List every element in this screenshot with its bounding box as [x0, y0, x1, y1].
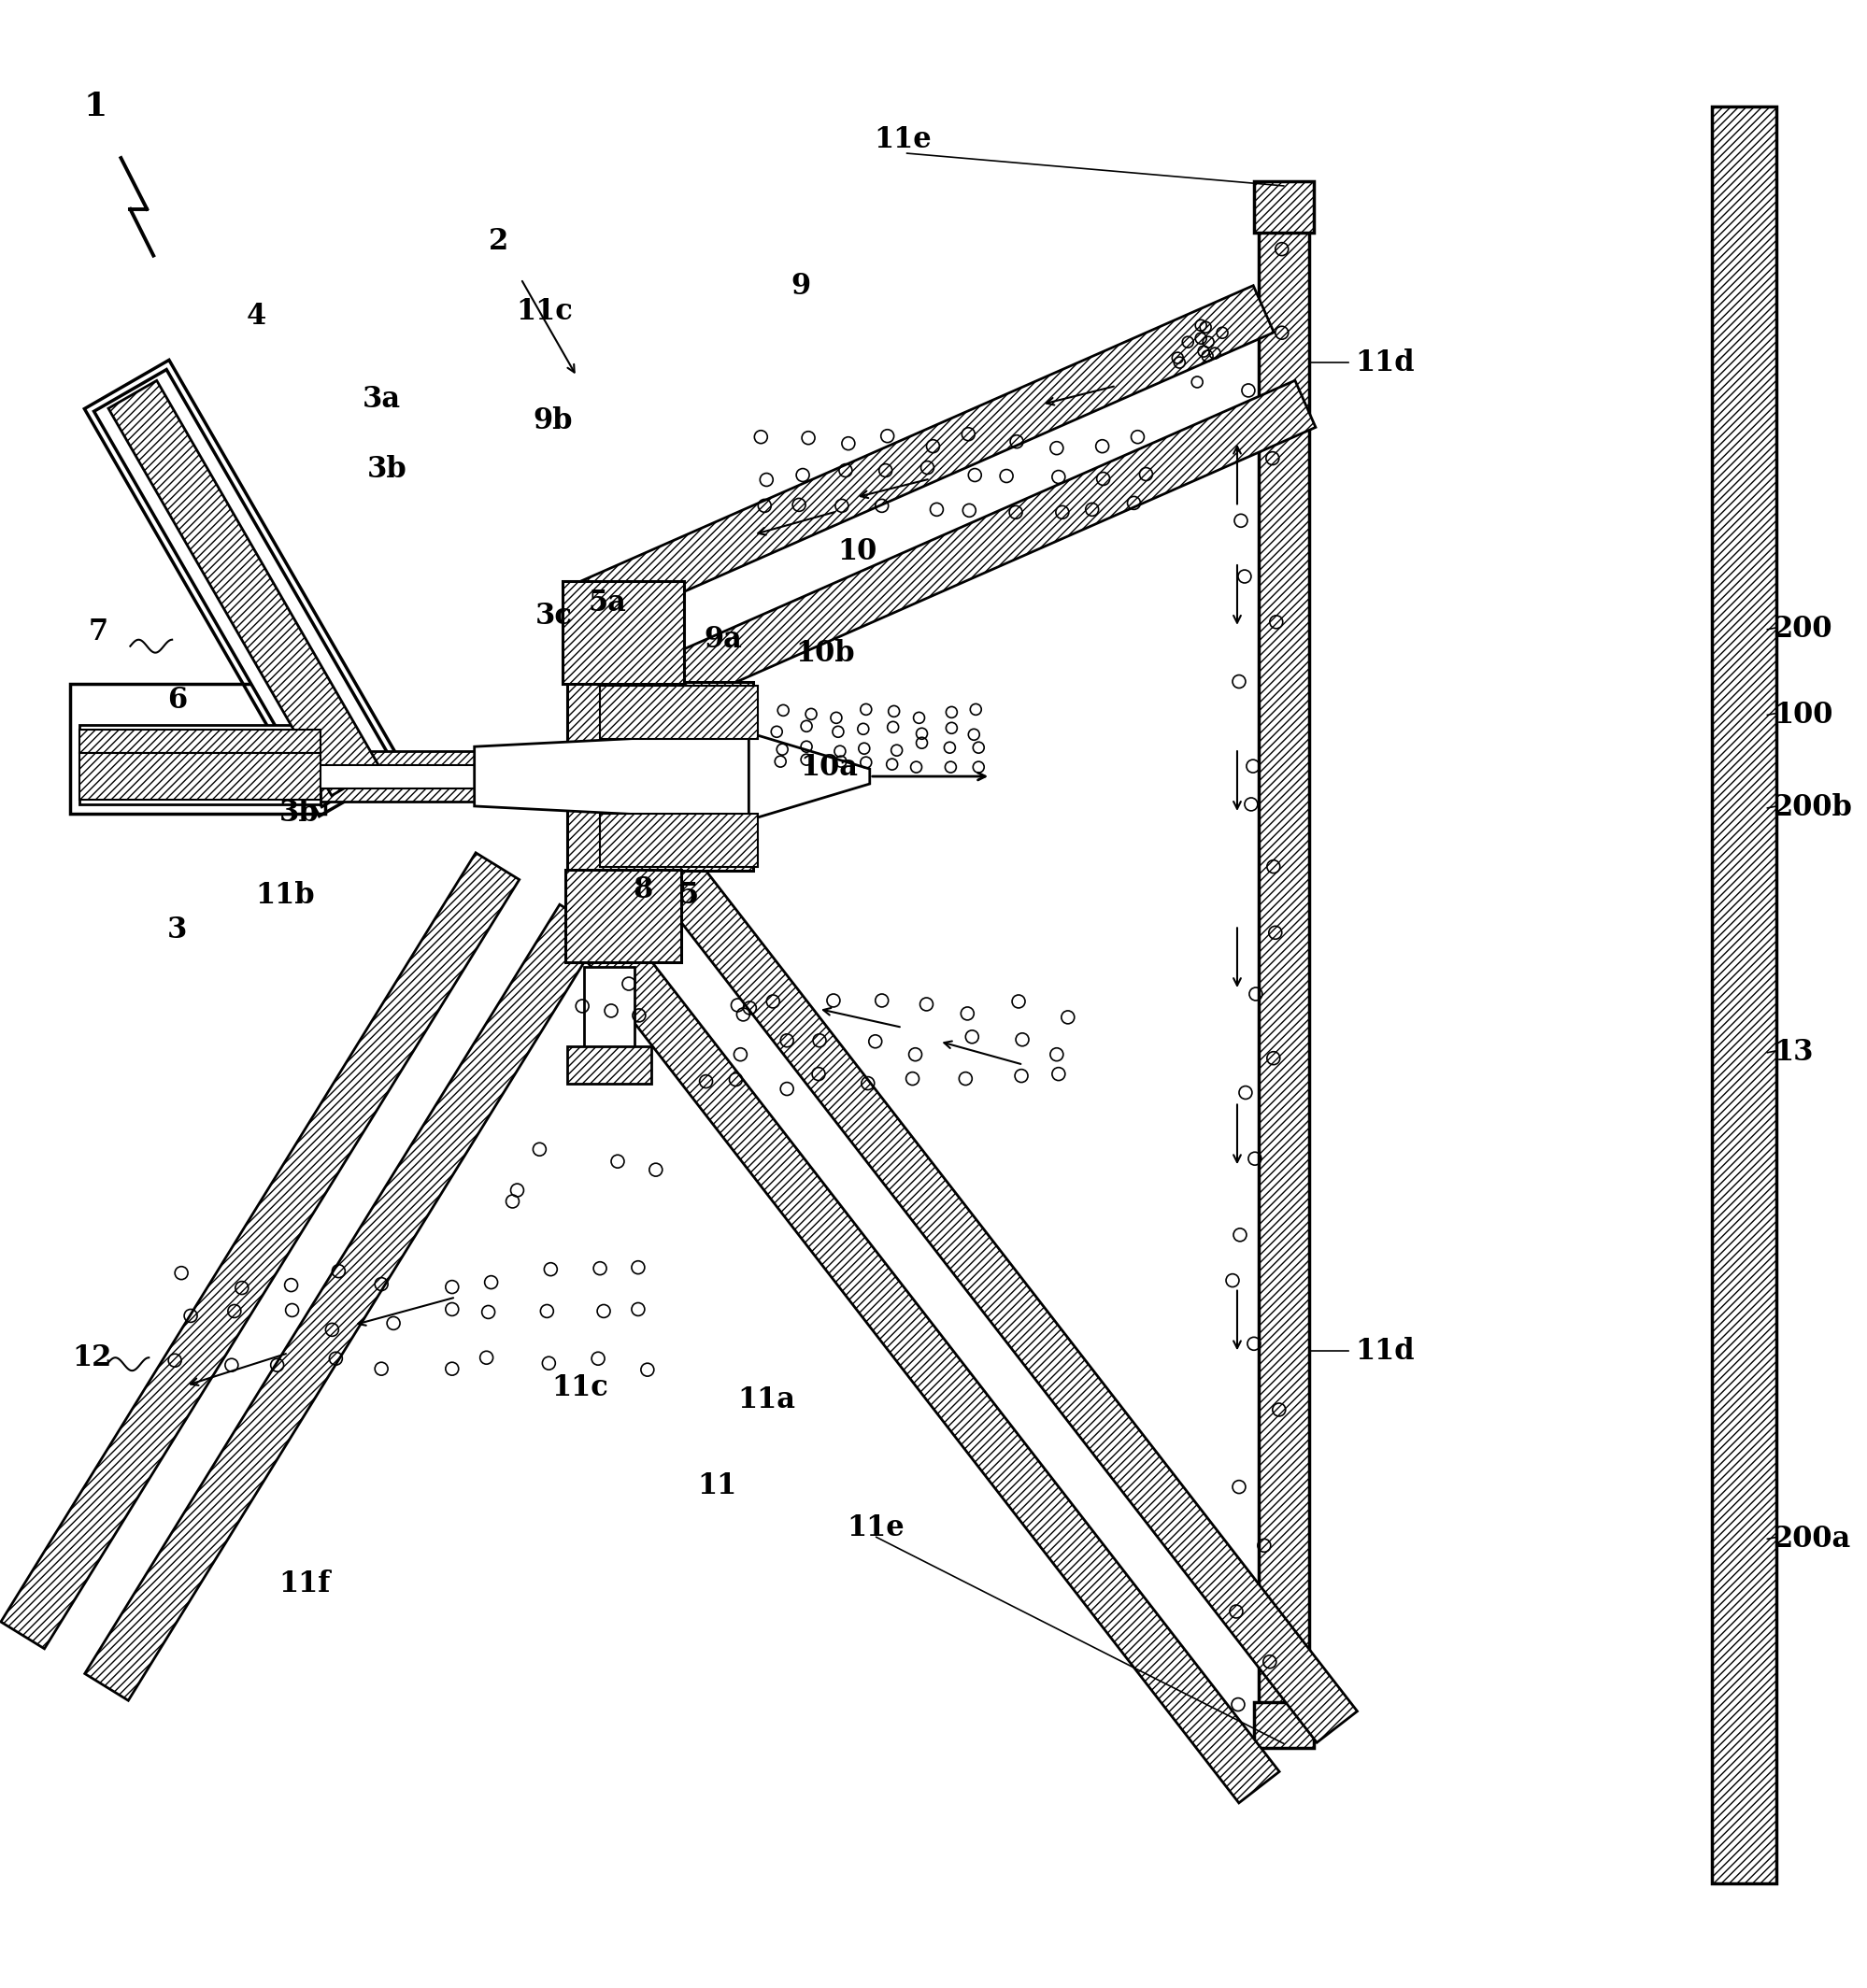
Text: 11c: 11c: [515, 296, 573, 326]
Text: 12: 12: [73, 1344, 112, 1372]
Polygon shape: [108, 380, 379, 795]
Text: 9a: 9a: [704, 624, 741, 654]
Text: 4: 4: [246, 302, 267, 330]
Text: 11b: 11b: [256, 881, 316, 911]
Polygon shape: [84, 905, 603, 1700]
Text: 3b: 3b: [368, 455, 407, 483]
Polygon shape: [581, 286, 1273, 628]
Text: 5a: 5a: [588, 588, 625, 618]
Polygon shape: [562, 580, 683, 684]
Polygon shape: [474, 734, 749, 821]
Text: 11c: 11c: [551, 1374, 609, 1402]
Text: 3a: 3a: [362, 386, 401, 414]
Polygon shape: [93, 370, 394, 807]
Polygon shape: [78, 730, 321, 753]
Polygon shape: [153, 765, 590, 787]
Text: 7: 7: [88, 618, 108, 646]
Text: 10: 10: [836, 537, 876, 567]
Text: 11d: 11d: [1355, 348, 1413, 378]
Text: 11f: 11f: [278, 1569, 330, 1598]
Polygon shape: [599, 813, 758, 867]
Polygon shape: [1258, 185, 1309, 1743]
Text: 11e: 11e: [846, 1513, 904, 1543]
Polygon shape: [749, 734, 870, 821]
Text: 3: 3: [168, 914, 187, 944]
Text: 11a: 11a: [737, 1386, 795, 1413]
Polygon shape: [568, 682, 752, 742]
Text: 8: 8: [633, 875, 652, 905]
Polygon shape: [583, 966, 635, 1052]
Polygon shape: [566, 869, 681, 962]
Text: 10a: 10a: [799, 753, 857, 781]
Text: 200b: 200b: [1774, 793, 1852, 823]
Text: 200a: 200a: [1774, 1525, 1850, 1553]
Polygon shape: [1253, 1702, 1313, 1747]
Polygon shape: [1253, 181, 1313, 233]
Polygon shape: [599, 686, 758, 740]
Text: 200: 200: [1774, 614, 1832, 644]
Text: 13: 13: [1774, 1038, 1813, 1068]
Polygon shape: [622, 380, 1314, 724]
Text: 3c: 3c: [534, 602, 571, 630]
Text: 9: 9: [790, 272, 810, 300]
Polygon shape: [571, 911, 1279, 1803]
Polygon shape: [78, 753, 321, 799]
Polygon shape: [0, 853, 519, 1648]
Polygon shape: [69, 684, 325, 813]
Text: 1: 1: [84, 91, 106, 123]
Text: 5: 5: [680, 881, 698, 911]
Text: 9b: 9b: [532, 408, 573, 435]
Text: 11: 11: [696, 1471, 737, 1501]
Polygon shape: [78, 726, 321, 805]
Text: 100: 100: [1774, 700, 1832, 730]
Polygon shape: [568, 1046, 652, 1083]
Text: 2: 2: [487, 227, 508, 256]
Text: 3b: 3b: [278, 799, 319, 829]
Text: 11d: 11d: [1355, 1336, 1413, 1366]
Text: 11e: 11e: [874, 125, 932, 153]
Text: 10b: 10b: [795, 640, 855, 668]
Polygon shape: [568, 811, 752, 871]
Polygon shape: [650, 851, 1357, 1743]
Polygon shape: [1710, 107, 1776, 1883]
Text: 6: 6: [168, 686, 187, 714]
Polygon shape: [149, 751, 596, 801]
